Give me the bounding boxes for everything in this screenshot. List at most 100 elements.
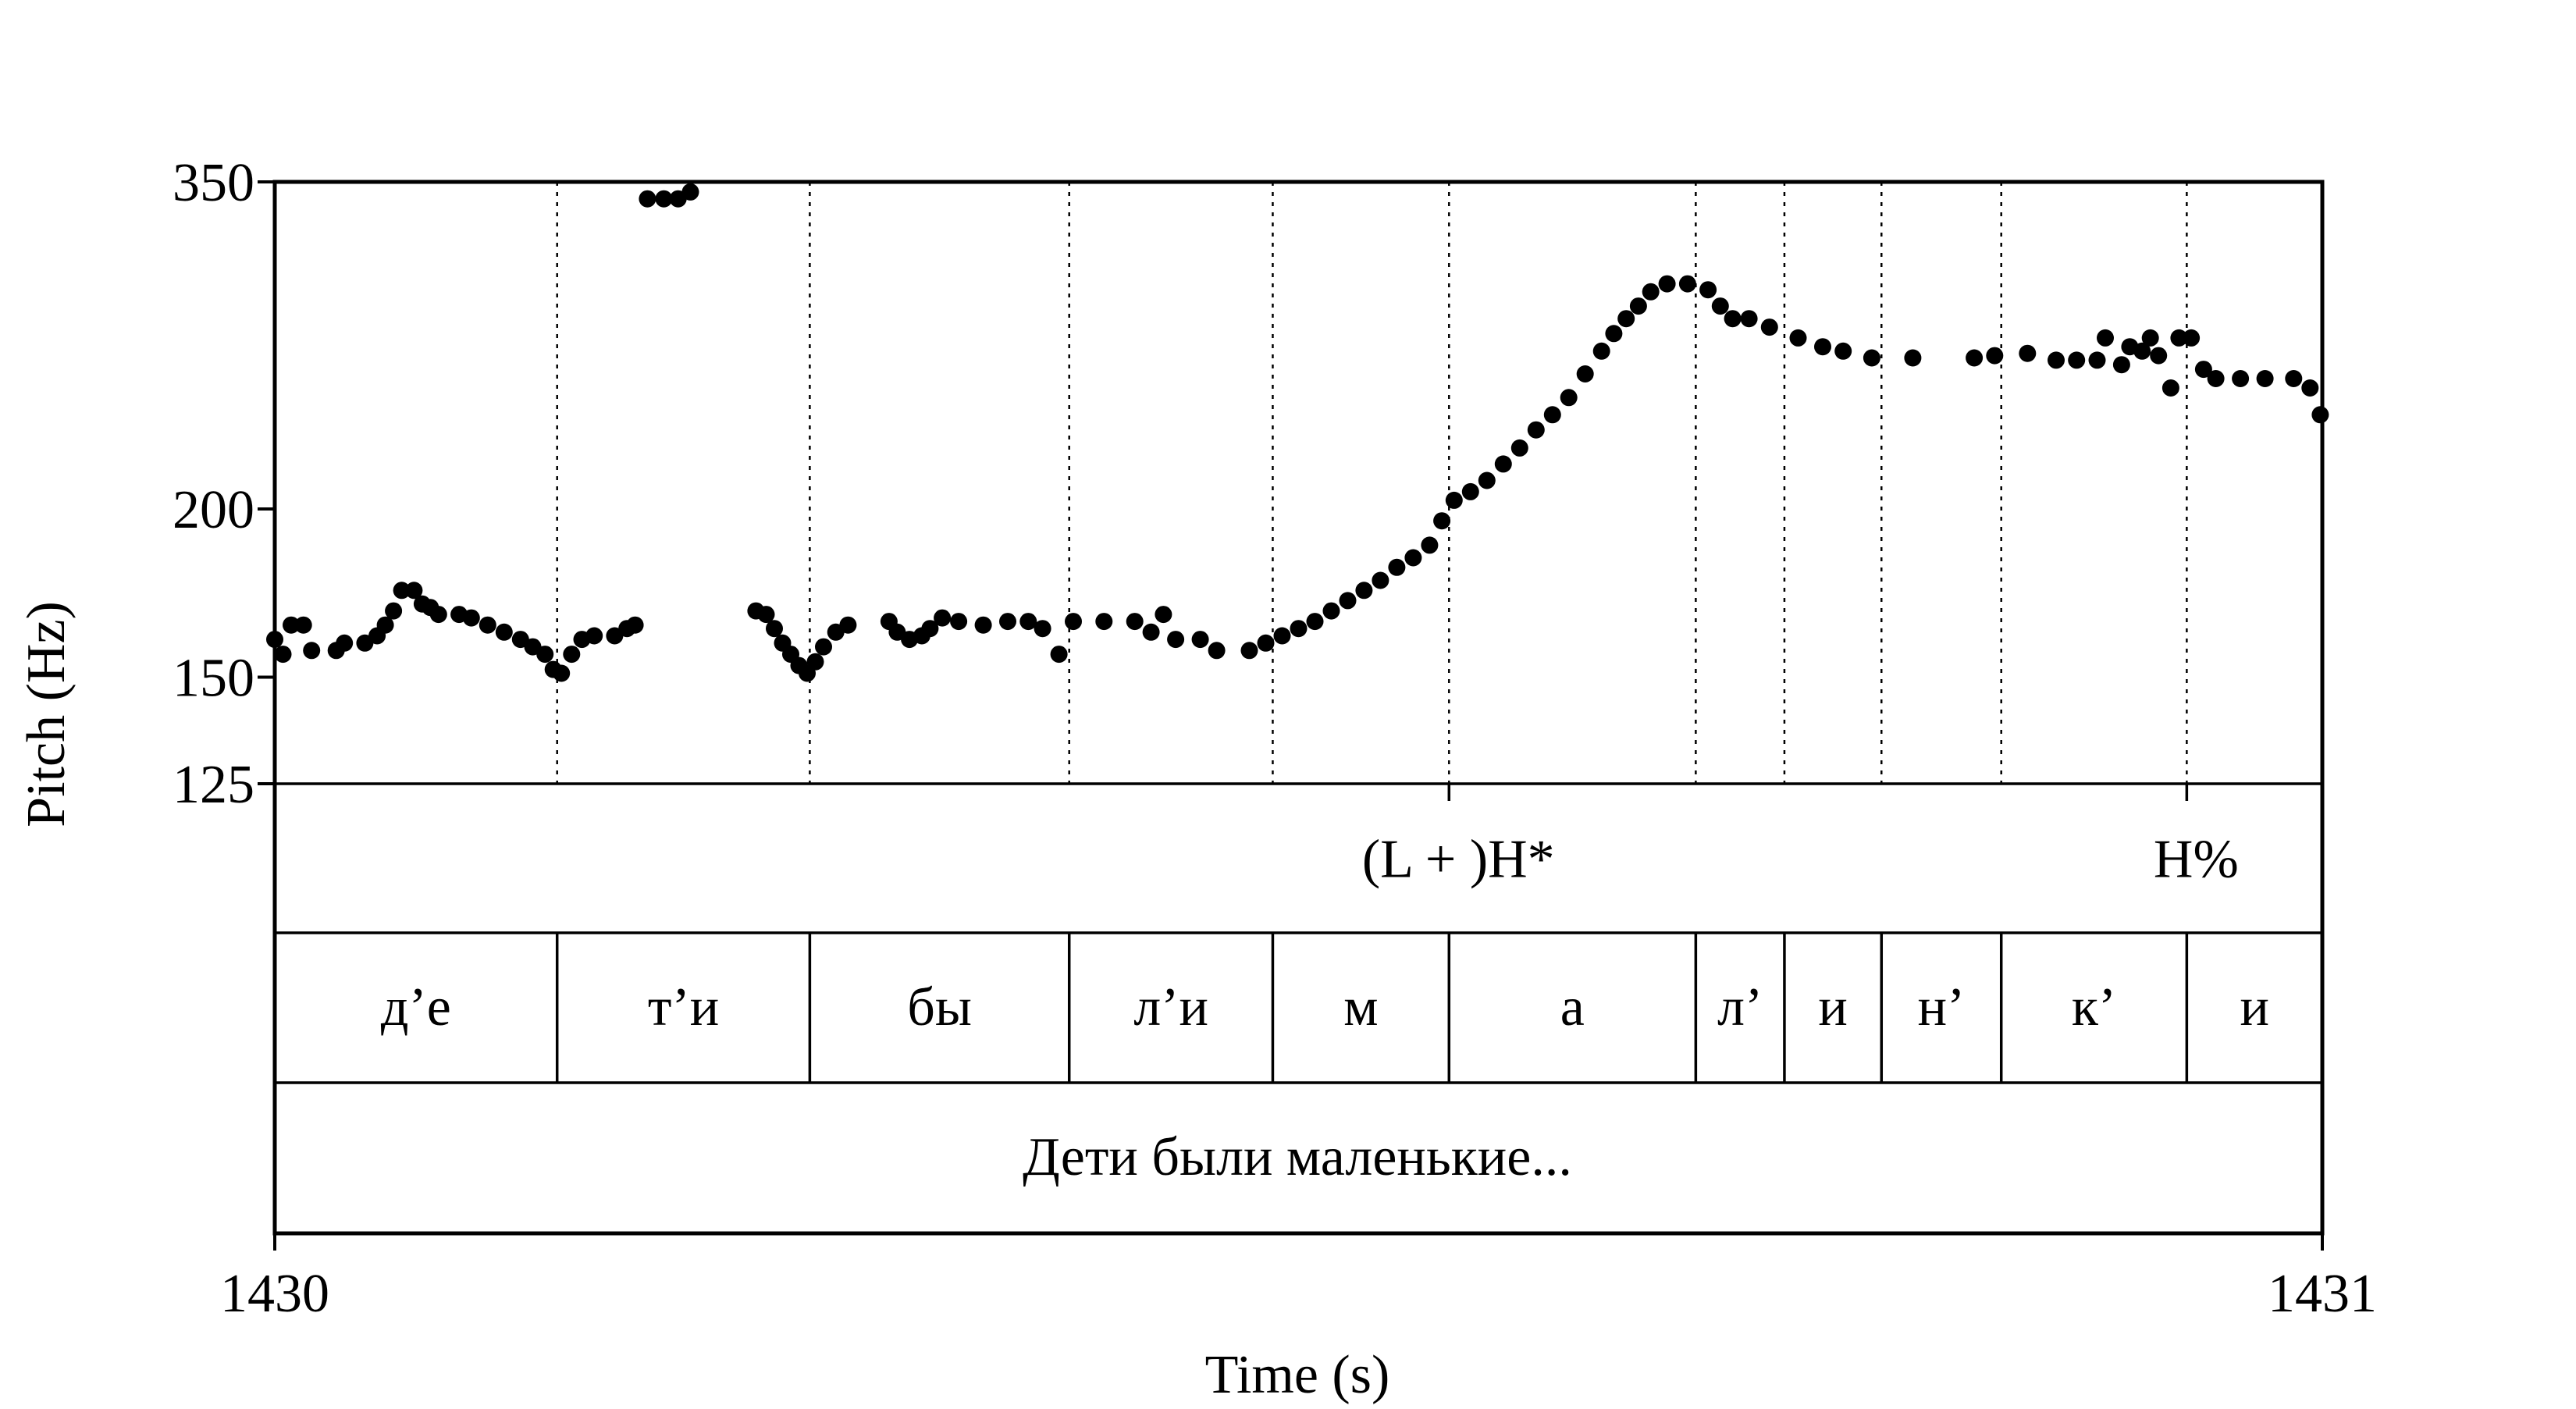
- pitch-point: [839, 616, 857, 634]
- pitch-point: [1306, 613, 1324, 631]
- pitch-point: [766, 620, 783, 638]
- pitch-point: [1543, 406, 1561, 424]
- pitch-point: [1678, 275, 1696, 293]
- pitch-point: [2112, 356, 2130, 374]
- pitch-point: [2150, 347, 2168, 365]
- utterance-text: Дети были маленькие...: [1023, 1127, 1572, 1187]
- pitch-point: [815, 638, 832, 656]
- pitch-point: [655, 190, 673, 208]
- pitch-point: [1760, 318, 1778, 336]
- pitch-point: [1388, 558, 1406, 576]
- x-tick-label: 1431: [2268, 1264, 2377, 1324]
- pitch-point: [1527, 421, 1545, 439]
- pitch-point: [1208, 642, 1226, 660]
- pitch-point: [393, 582, 411, 600]
- pitch-point: [1789, 329, 1807, 347]
- pitch-point: [429, 606, 447, 624]
- pitch-point: [1339, 592, 1357, 610]
- pitch-points: [266, 183, 2329, 682]
- pitch-point: [2133, 342, 2151, 360]
- segment-label: л’: [1717, 977, 1763, 1037]
- pitch-point: [1273, 627, 1291, 645]
- pitch-point: [1724, 310, 1742, 328]
- pitch-point: [536, 646, 554, 664]
- segment-label: н’: [1918, 977, 1966, 1037]
- pitch-point: [1095, 613, 1113, 631]
- pitch-point: [681, 183, 699, 201]
- pitch-point: [2285, 370, 2303, 387]
- pitch-point: [376, 616, 394, 634]
- pitch-point: [405, 582, 423, 600]
- pitch-point: [553, 664, 571, 682]
- pitch-point: [1592, 342, 1610, 360]
- tone-tier: (L + )H* H%: [1362, 830, 2239, 890]
- tier-boundaries: [272, 180, 2325, 1236]
- pitch-point: [806, 653, 824, 671]
- pitch-point: [1404, 549, 1422, 567]
- segment-tier: д’е т’и бы л’и м а л’ и н’ к’ и: [381, 977, 2269, 1037]
- pitch-point: [2194, 361, 2212, 379]
- pitch-point: [1126, 613, 1144, 631]
- y-tick-label: 200: [173, 480, 254, 540]
- pitch-point: [1257, 634, 1275, 652]
- pitch-point: [2256, 370, 2274, 387]
- pitch-point: [1191, 631, 1209, 649]
- pitch-point: [639, 190, 656, 208]
- segment-label: а: [1560, 977, 1585, 1037]
- pitch-point: [2141, 329, 2159, 347]
- pitch-point: [1658, 275, 1676, 293]
- x-tick-label: 1430: [220, 1264, 329, 1324]
- pitch-point: [2048, 351, 2065, 369]
- segment-label: т’и: [648, 977, 719, 1037]
- pitch-point: [2019, 344, 2037, 362]
- pitch-point: [1617, 310, 1635, 328]
- pitch-point: [974, 616, 992, 634]
- pitch-point: [1642, 283, 1660, 301]
- segment-label: д’е: [381, 977, 451, 1037]
- pitch-point: [563, 646, 581, 664]
- pitch-point: [1629, 297, 1647, 315]
- pitch-point: [1814, 338, 1831, 356]
- pitch-point: [1355, 582, 1373, 600]
- y-axis-ticks: 350 200 150 125: [173, 153, 275, 815]
- pitch-point: [1421, 536, 1439, 554]
- tone-label: (L + )H*: [1362, 830, 1555, 890]
- pitch-point: [2068, 351, 2086, 369]
- tone-label: H%: [2154, 830, 2239, 890]
- pitch-point: [1605, 325, 1623, 343]
- pitch-point: [303, 642, 321, 660]
- pitch-point: [1290, 620, 1308, 638]
- pitch-point: [1740, 310, 1758, 328]
- pitch-point: [757, 606, 775, 624]
- segment-label: л’и: [1133, 977, 1208, 1037]
- pitch-point: [2232, 370, 2250, 387]
- pitch-point: [1711, 297, 1729, 315]
- pitch-point: [1445, 491, 1463, 509]
- pitch-point: [1986, 347, 2004, 365]
- pitch-point: [1510, 439, 1528, 457]
- pitch-point: [1966, 349, 1984, 367]
- y-tick-label: 125: [173, 755, 254, 815]
- pitch-point: [1863, 349, 1880, 367]
- pitch-point: [283, 616, 300, 634]
- pitch-point: [1834, 342, 1852, 360]
- x-axis-ticks: 1430 1431: [220, 1233, 2377, 1324]
- pitch-point: [2301, 379, 2319, 397]
- pitch-point: [1050, 646, 1068, 664]
- pitch-point: [2097, 329, 2114, 347]
- segment-label: м: [1343, 977, 1378, 1037]
- pitch-point: [336, 634, 354, 652]
- pitch-point: [2088, 351, 2106, 369]
- y-tick-label: 350: [173, 153, 254, 213]
- pitch-point: [1155, 606, 1172, 624]
- pitch-point: [1576, 365, 1594, 382]
- pitch-point: [2161, 379, 2179, 397]
- y-tick-label: 150: [173, 648, 254, 708]
- pitch-point: [2170, 329, 2188, 347]
- pitch-point: [385, 602, 403, 620]
- pitch-point: [1372, 571, 1389, 589]
- y-axis-title: Pitch (Hz): [16, 601, 76, 827]
- segment-label: бы: [907, 977, 972, 1037]
- pitch-point: [950, 613, 968, 631]
